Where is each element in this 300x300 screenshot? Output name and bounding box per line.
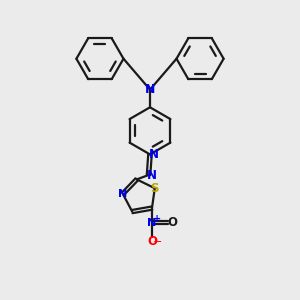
Text: N: N — [118, 189, 128, 199]
Text: N: N — [147, 169, 157, 182]
Text: N: N — [145, 83, 155, 96]
Text: N: N — [147, 218, 157, 228]
Text: −: − — [153, 237, 163, 247]
Text: +: + — [153, 214, 161, 224]
Text: N: N — [148, 148, 158, 161]
Text: S: S — [151, 182, 159, 195]
Text: O: O — [147, 235, 157, 248]
Text: O: O — [167, 216, 177, 229]
